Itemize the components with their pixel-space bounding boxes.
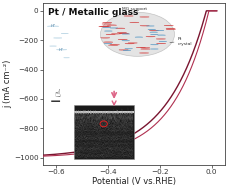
Y-axis label: j (mA cm⁻²): j (mA cm⁻²) <box>3 60 12 108</box>
Ellipse shape <box>104 43 111 44</box>
Ellipse shape <box>150 44 158 45</box>
Ellipse shape <box>140 47 149 48</box>
Ellipse shape <box>111 33 120 34</box>
Ellipse shape <box>136 47 145 48</box>
Text: H²: H² <box>50 24 55 28</box>
Ellipse shape <box>99 26 109 27</box>
Ellipse shape <box>92 111 94 114</box>
Ellipse shape <box>79 111 81 114</box>
Ellipse shape <box>107 25 116 26</box>
Ellipse shape <box>118 39 127 40</box>
Ellipse shape <box>109 111 110 114</box>
Text: ☝: ☝ <box>54 90 60 99</box>
Ellipse shape <box>117 32 126 33</box>
Ellipse shape <box>121 111 123 114</box>
Ellipse shape <box>99 112 100 114</box>
FancyBboxPatch shape <box>51 101 60 102</box>
Ellipse shape <box>131 111 132 114</box>
Ellipse shape <box>123 50 130 51</box>
FancyBboxPatch shape <box>74 105 133 159</box>
Ellipse shape <box>165 28 175 29</box>
Ellipse shape <box>120 112 121 114</box>
Ellipse shape <box>61 33 68 34</box>
Ellipse shape <box>101 111 103 114</box>
Ellipse shape <box>156 43 165 44</box>
Ellipse shape <box>47 26 59 27</box>
Ellipse shape <box>121 40 129 41</box>
Text: Pt / Metallic glass: Pt / Metallic glass <box>48 8 138 17</box>
Ellipse shape <box>110 44 119 45</box>
FancyBboxPatch shape <box>74 111 133 113</box>
Text: MG support: MG support <box>122 7 147 11</box>
Ellipse shape <box>104 111 105 114</box>
Ellipse shape <box>97 112 99 114</box>
Ellipse shape <box>158 41 166 42</box>
Ellipse shape <box>124 43 134 44</box>
Ellipse shape <box>100 12 174 56</box>
Ellipse shape <box>116 110 117 114</box>
Ellipse shape <box>81 112 82 114</box>
Ellipse shape <box>119 33 128 34</box>
Ellipse shape <box>102 27 110 28</box>
Ellipse shape <box>149 30 158 31</box>
Ellipse shape <box>165 29 175 30</box>
Ellipse shape <box>84 110 85 114</box>
Ellipse shape <box>128 112 129 114</box>
Ellipse shape <box>129 22 138 23</box>
X-axis label: Potential (V vs.RHE): Potential (V vs.RHE) <box>91 177 175 186</box>
Ellipse shape <box>115 28 124 29</box>
Ellipse shape <box>102 22 111 23</box>
Ellipse shape <box>86 112 87 114</box>
Text: Pt
crystal: Pt crystal <box>177 37 191 46</box>
Ellipse shape <box>145 36 155 37</box>
Ellipse shape <box>150 34 158 35</box>
Ellipse shape <box>123 112 124 114</box>
Ellipse shape <box>106 112 108 114</box>
Ellipse shape <box>103 112 104 114</box>
Ellipse shape <box>114 112 115 114</box>
Ellipse shape <box>155 30 163 31</box>
Ellipse shape <box>118 33 128 34</box>
Ellipse shape <box>74 112 75 114</box>
Ellipse shape <box>90 112 92 114</box>
Ellipse shape <box>108 111 109 114</box>
Ellipse shape <box>94 111 95 114</box>
Ellipse shape <box>89 110 91 114</box>
Ellipse shape <box>96 111 97 114</box>
Ellipse shape <box>82 110 84 114</box>
Text: H²: H² <box>59 48 64 52</box>
Ellipse shape <box>126 111 127 114</box>
Ellipse shape <box>113 111 114 114</box>
Ellipse shape <box>98 26 108 27</box>
Ellipse shape <box>117 111 119 114</box>
Ellipse shape <box>56 49 67 50</box>
Ellipse shape <box>111 111 112 114</box>
Ellipse shape <box>77 110 79 114</box>
Ellipse shape <box>75 110 76 114</box>
Ellipse shape <box>147 29 155 30</box>
Ellipse shape <box>124 112 126 114</box>
Ellipse shape <box>130 111 131 114</box>
Ellipse shape <box>163 25 173 26</box>
Ellipse shape <box>106 34 115 35</box>
Ellipse shape <box>87 110 89 114</box>
